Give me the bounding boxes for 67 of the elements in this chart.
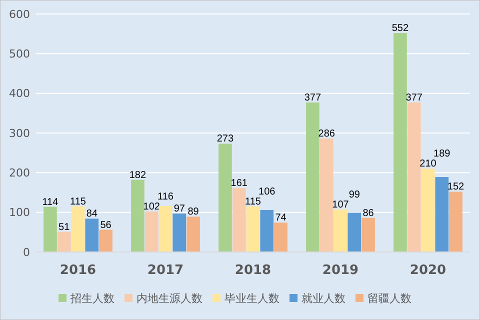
bar <box>44 206 57 252</box>
data-label: 377 <box>406 92 423 104</box>
data-label: 102 <box>143 202 160 213</box>
bar <box>435 177 449 252</box>
legend-label: 就业人数 <box>302 292 346 305</box>
data-label: 89 <box>188 206 200 218</box>
data-label: 116 <box>158 192 174 203</box>
bar <box>246 206 260 252</box>
data-label: 99 <box>348 190 360 201</box>
y-tick-label: 0 <box>23 246 30 259</box>
bar <box>218 144 232 252</box>
data-label: 97 <box>174 204 186 215</box>
legend-label: 毕业生人数 <box>224 292 280 305</box>
data-label: 107 <box>332 200 350 211</box>
legend-label: 内地生源人数 <box>136 292 202 305</box>
bar <box>71 206 85 252</box>
data-label: 552 <box>392 23 409 34</box>
bar <box>320 138 334 252</box>
y-tick-label: 100 <box>9 206 30 220</box>
data-label: 84 <box>86 208 98 220</box>
y-tick-label: 300 <box>9 126 30 140</box>
bar <box>449 192 462 252</box>
bar <box>172 214 186 252</box>
bar <box>57 232 71 252</box>
data-label: 286 <box>318 128 336 140</box>
data-label: 273 <box>216 134 234 145</box>
data-label: 56 <box>100 220 112 231</box>
bar <box>131 180 144 252</box>
bar <box>362 218 375 252</box>
data-label: 86 <box>362 208 374 219</box>
data-label: 74 <box>275 212 287 224</box>
x-tick-label: 2016 <box>60 263 96 278</box>
y-tick-label: 600 <box>9 8 30 21</box>
data-label: 51 <box>58 222 70 233</box>
data-label: 106 <box>258 186 276 198</box>
bar <box>232 188 246 252</box>
data-label: 114 <box>42 196 59 208</box>
data-label: 115 <box>245 196 262 208</box>
x-tick-label: 2017 <box>147 263 184 278</box>
legend-label: 留疆人数 <box>368 292 412 305</box>
data-label: 182 <box>129 170 146 181</box>
x-tick-label: 2018 <box>234 263 272 278</box>
y-tick-label: 200 <box>9 166 30 180</box>
bar <box>158 206 172 252</box>
x-tick-label: 2019 <box>322 263 359 278</box>
bar <box>260 210 274 252</box>
bar <box>394 33 407 252</box>
bar <box>144 212 158 252</box>
bar <box>99 230 112 252</box>
bar <box>334 210 348 252</box>
data-label: 115 <box>70 196 86 208</box>
bar <box>186 216 200 252</box>
data-label: 161 <box>230 178 248 190</box>
data-label: 152 <box>447 182 465 193</box>
bar <box>85 218 99 252</box>
data-label: 210 <box>420 158 437 170</box>
data-label: 189 <box>434 148 451 160</box>
bar <box>407 102 421 252</box>
bar <box>348 212 362 252</box>
legend-label: 招生人数 <box>70 292 114 305</box>
bar <box>306 102 320 252</box>
bar <box>274 222 288 252</box>
y-tick-label: 500 <box>9 48 30 61</box>
y-tick-label: 400 <box>9 87 30 100</box>
bar <box>421 168 435 252</box>
data-label: 377 <box>304 92 322 104</box>
x-tick-label: 2020 <box>410 263 446 278</box>
